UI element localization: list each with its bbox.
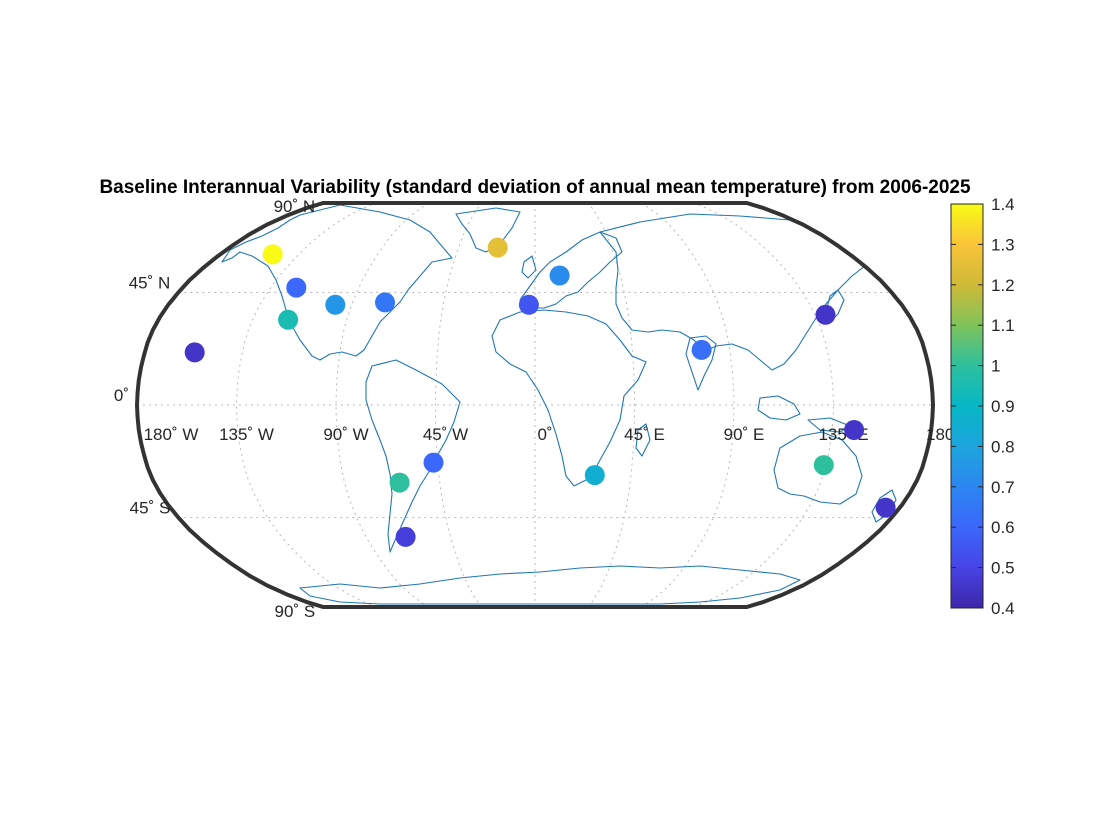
colorbar-tick-label: 1.1 bbox=[991, 316, 1015, 335]
colorbar-tick-label: 0.4 bbox=[991, 599, 1015, 618]
lat-label: 45˚ S bbox=[130, 499, 171, 518]
lon-label: 45˚ E bbox=[624, 425, 665, 444]
colorbar-tick-label: 0.6 bbox=[991, 518, 1015, 537]
coast-madagascar bbox=[635, 423, 651, 457]
data-point bbox=[389, 472, 410, 493]
colorbar-tick-label: 0.5 bbox=[991, 559, 1015, 578]
coast-uk bbox=[521, 255, 537, 279]
coast-antarctica bbox=[299, 565, 801, 605]
longitude-labels: 180˚ W 135˚ W 90˚ W 45˚ W 0˚ 45˚ E 90˚ E 135˚ E… bbox=[144, 425, 960, 444]
data-point bbox=[325, 294, 346, 315]
data-point bbox=[691, 339, 712, 360]
lat-label: 90˚ S bbox=[275, 602, 316, 621]
data-point bbox=[184, 342, 205, 363]
coast-africa bbox=[491, 309, 647, 487]
colorbar-tick-label: 0.9 bbox=[991, 397, 1015, 416]
graticule-meridian bbox=[335, 202, 430, 608]
coast-australia bbox=[773, 431, 863, 505]
lat-label: 45˚ N bbox=[129, 273, 171, 292]
colorbar-tick-label: 1.3 bbox=[991, 235, 1015, 254]
data-point bbox=[518, 294, 539, 315]
lon-label: 90˚ W bbox=[323, 425, 368, 444]
lon-label: 180˚ W bbox=[144, 425, 199, 444]
lon-label: 135˚ W bbox=[219, 425, 274, 444]
colorbar-gradient bbox=[950, 203, 984, 609]
data-point bbox=[549, 265, 570, 286]
colorbar-tick-label: 0.7 bbox=[991, 478, 1015, 497]
data-points bbox=[184, 237, 896, 547]
coast-india bbox=[685, 335, 717, 391]
latitude-labels: 90˚ N 45˚ N 0˚ 45˚ S 90˚ S bbox=[114, 197, 315, 621]
graticule-meridian bbox=[587, 202, 636, 608]
lon-label: 0˚ bbox=[537, 425, 552, 444]
data-point bbox=[375, 292, 395, 313]
lon-label: 90˚ E bbox=[724, 425, 765, 444]
data-point bbox=[286, 277, 307, 298]
colorbar-tick-label: 1.2 bbox=[991, 276, 1015, 295]
graticule bbox=[137, 202, 933, 608]
lat-label: 0˚ bbox=[114, 386, 129, 405]
lon-label: 45˚ W bbox=[423, 425, 468, 444]
graticule-meridian bbox=[235, 202, 377, 608]
data-point bbox=[278, 309, 299, 330]
colorbar-tick-label: 1 bbox=[991, 357, 1000, 376]
graticule-meridian bbox=[693, 202, 835, 608]
data-point bbox=[584, 465, 605, 486]
lat-label: 90˚ N bbox=[274, 197, 316, 216]
coast-south-america bbox=[365, 359, 461, 553]
coast-europe bbox=[519, 231, 623, 309]
data-point bbox=[844, 420, 865, 440]
graticule-meridian bbox=[434, 202, 483, 608]
coast-north-america bbox=[221, 204, 453, 361]
data-point bbox=[813, 455, 834, 476]
map-frame bbox=[134, 201, 936, 609]
data-point bbox=[487, 237, 508, 258]
coast-asia bbox=[599, 213, 893, 371]
coast-southeast-asia bbox=[757, 395, 801, 421]
colorbar-ticks: 0.4 0.5 0.6 0.7 0.8 0.9 1 1.1 1.2 1.3 1.4 bbox=[951, 195, 1015, 618]
data-point bbox=[395, 526, 416, 547]
data-point bbox=[875, 497, 896, 518]
chart-title: Baseline Interannual Variability (standa… bbox=[99, 177, 971, 198]
colorbar: 0.4 0.5 0.6 0.7 0.8 0.9 1 1.1 1.2 1.3 1.4 bbox=[950, 195, 1015, 618]
colorbar-tick-label: 1.4 bbox=[991, 195, 1015, 214]
data-point bbox=[815, 304, 836, 325]
colorbar-tick-label: 0.8 bbox=[991, 437, 1015, 456]
data-point bbox=[262, 244, 283, 265]
data-point bbox=[423, 452, 444, 473]
